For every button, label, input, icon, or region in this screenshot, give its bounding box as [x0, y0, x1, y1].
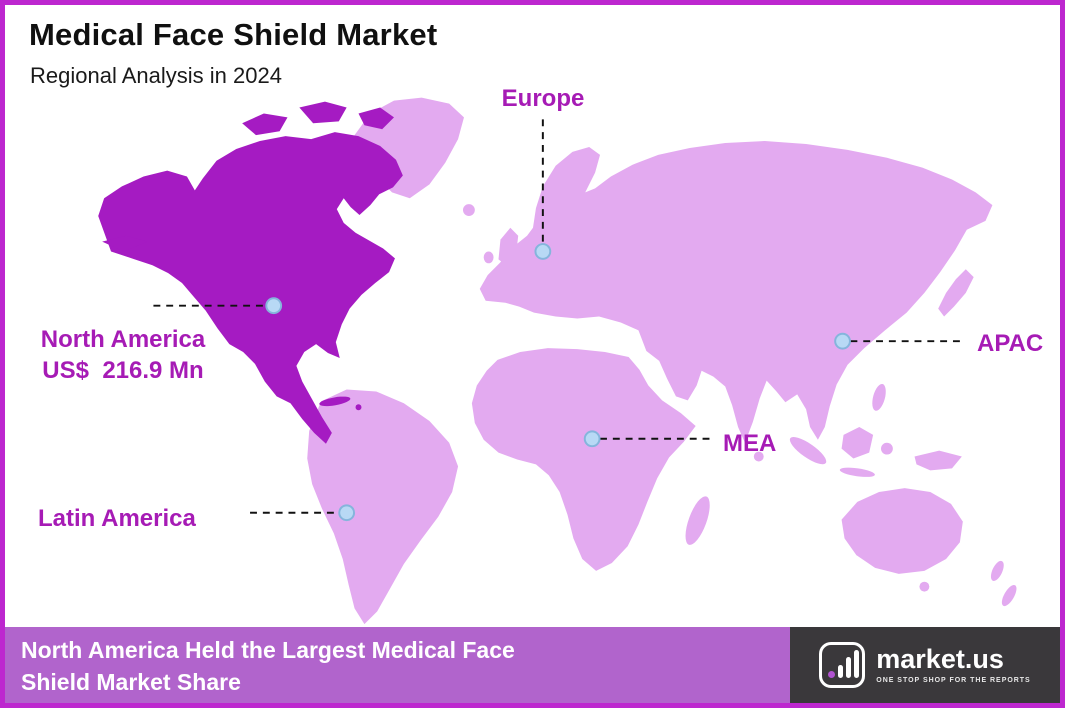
marker-apac: [834, 332, 851, 350]
region-value-north-america: US$ 216.9 Mn: [42, 356, 204, 384]
footer-bar: North America Held the Largest Medical F…: [5, 627, 1060, 703]
marker-latin-america: [338, 504, 356, 522]
island-java: [839, 467, 875, 477]
arctic-island-2: [299, 101, 347, 124]
island-new-zealand-north: [990, 560, 1004, 581]
continent-eurasia: [479, 141, 993, 443]
continent-africa: [471, 348, 696, 571]
continent-australia: [841, 488, 963, 574]
marker-north-america: [265, 297, 283, 315]
island-hispaniola: [355, 404, 362, 411]
logo-dot: [828, 671, 836, 678]
logo-bar-3: [854, 650, 860, 678]
markers: [265, 243, 851, 522]
continents-highlight: [98, 101, 403, 444]
island-new-zealand-south: [1001, 585, 1017, 607]
leader-lines: [153, 119, 960, 514]
island-sulawesi: [881, 442, 893, 455]
island-sumatra: [789, 436, 827, 465]
island-iceland: [462, 204, 475, 216]
brand-text: market.us ONE STOP SHOP FOR THE REPORTS: [876, 644, 1031, 685]
marker-mea: [583, 430, 601, 448]
region-label-europe: Europe: [501, 85, 585, 112]
continent-north-america: [98, 132, 403, 444]
arctic-island-1: [242, 113, 288, 136]
alaska-peninsula: [102, 235, 148, 252]
island-sri-lanka: [753, 451, 764, 462]
region-label-north-america: North America US$ 216.9 Mn: [9, 325, 237, 386]
brand-box: market.us ONE STOP SHOP FOR THE REPORTS: [790, 627, 1060, 703]
island-tasmania: [919, 581, 930, 592]
island-madagascar: [685, 496, 710, 545]
region-label-mea: MEA: [723, 430, 777, 457]
brand-tagline: ONE STOP SHOP FOR THE REPORTS: [876, 677, 1031, 684]
page-title: Medical Face Shield Market: [29, 17, 438, 52]
logo-bar-1: [838, 665, 844, 678]
island-cuba: [319, 396, 351, 407]
continents-light: [307, 97, 1017, 625]
region-label-north-america-name: North America: [40, 326, 206, 353]
island-new-guinea: [914, 450, 962, 471]
brand-name: market.us: [876, 644, 1004, 674]
footer-banner: North America Held the Largest Medical F…: [5, 627, 790, 703]
logo-bar-2: [846, 657, 852, 678]
marker-europe: [534, 243, 552, 260]
arctic-island-3: [358, 107, 394, 130]
page-subtitle: Regional Analysis in 2024: [30, 63, 282, 88]
footer-banner-line2: Shield Market Share: [21, 668, 241, 695]
footer-banner-line1: North America Held the Largest Medical F…: [21, 637, 515, 663]
island-philippines: [872, 383, 886, 411]
world-map: [98, 97, 1017, 625]
marketus-logo-icon: [819, 642, 866, 688]
island-japan: [938, 269, 974, 317]
island-borneo: [841, 426, 874, 459]
island-ireland: [483, 251, 494, 264]
region-label-apac: APAC: [977, 330, 1044, 357]
region-label-latin-america: Latin America: [38, 505, 196, 532]
continent-south-america: [307, 389, 459, 625]
